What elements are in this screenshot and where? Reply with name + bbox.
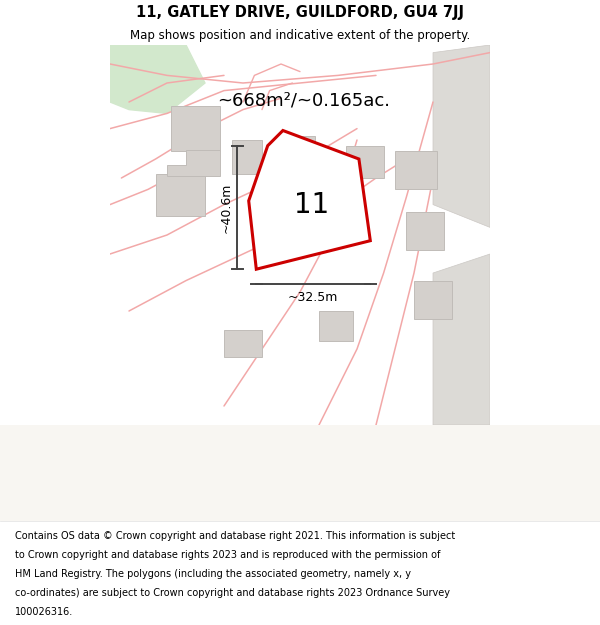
Polygon shape	[281, 136, 315, 167]
Polygon shape	[155, 174, 205, 216]
Bar	[0, 425, 600, 521]
Text: Map shows position and indicative extent of the property.: Map shows position and indicative extent…	[130, 29, 470, 42]
Polygon shape	[414, 281, 452, 319]
Polygon shape	[224, 330, 262, 357]
Text: 11: 11	[294, 191, 329, 219]
Polygon shape	[171, 106, 220, 151]
Polygon shape	[249, 131, 370, 269]
Text: ~668m²/~0.165ac.: ~668m²/~0.165ac.	[217, 91, 391, 109]
Polygon shape	[433, 254, 490, 425]
Polygon shape	[406, 213, 445, 250]
Polygon shape	[346, 146, 383, 178]
Polygon shape	[395, 151, 437, 189]
Polygon shape	[433, 45, 490, 228]
Text: 11, GATLEY DRIVE, GUILDFORD, GU4 7JJ: 11, GATLEY DRIVE, GUILDFORD, GU4 7JJ	[136, 5, 464, 20]
Text: 100026316.: 100026316.	[15, 607, 73, 617]
Polygon shape	[167, 149, 220, 176]
Text: ~32.5m: ~32.5m	[288, 291, 338, 304]
Text: co-ordinates) are subject to Crown copyright and database rights 2023 Ordnance S: co-ordinates) are subject to Crown copyr…	[15, 588, 450, 598]
Polygon shape	[232, 140, 262, 174]
Text: HM Land Registry. The polygons (including the associated geometry, namely x, y: HM Land Registry. The polygons (includin…	[15, 569, 411, 579]
Text: Contains OS data © Crown copyright and database right 2021. This information is : Contains OS data © Crown copyright and d…	[15, 531, 455, 541]
Text: ~40.6m: ~40.6m	[220, 182, 232, 232]
Text: to Crown copyright and database rights 2023 and is reproduced with the permissio: to Crown copyright and database rights 2…	[15, 550, 440, 560]
Polygon shape	[319, 311, 353, 341]
Polygon shape	[110, 45, 205, 113]
